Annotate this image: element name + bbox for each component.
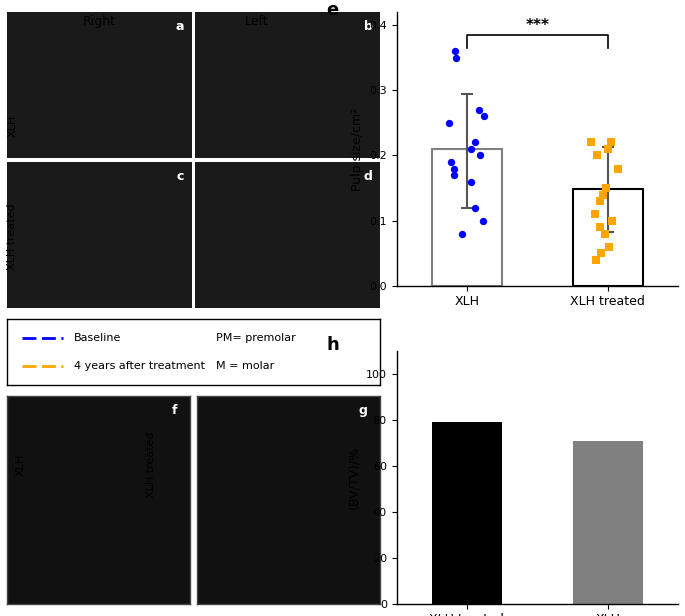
- Point: [603, 144, 614, 154]
- Point: [603, 241, 614, 251]
- Text: f: f: [171, 405, 177, 418]
- Bar: [432, 423, 502, 604]
- Text: 4 years after treatment: 4 years after treatment: [74, 362, 205, 371]
- Text: XLH treated: XLH treated: [8, 204, 17, 270]
- Bar: [573, 189, 643, 286]
- Text: Right: Right: [83, 15, 116, 28]
- Point: [450, 46, 461, 56]
- Point: [595, 248, 606, 258]
- Point: [595, 222, 606, 232]
- Point: [449, 164, 460, 174]
- Point: [475, 150, 486, 160]
- Point: [606, 137, 616, 147]
- Point: [473, 105, 484, 115]
- Point: [589, 209, 600, 219]
- Point: [457, 229, 468, 238]
- Text: h: h: [326, 336, 339, 354]
- Text: b: b: [364, 20, 373, 33]
- Point: [478, 216, 489, 225]
- Point: [591, 150, 602, 160]
- Point: [444, 118, 455, 128]
- Text: Left: Left: [245, 15, 269, 28]
- Bar: [573, 441, 643, 604]
- Bar: [432, 149, 502, 286]
- Text: PM= premolar: PM= premolar: [216, 333, 296, 342]
- Point: [595, 196, 606, 206]
- Point: [469, 137, 480, 147]
- Text: M = molar: M = molar: [216, 362, 274, 371]
- Point: [449, 170, 460, 180]
- Point: [606, 216, 617, 225]
- Text: c: c: [177, 169, 184, 182]
- Text: Baseline: Baseline: [74, 333, 121, 342]
- Y-axis label: (BV/TV)/%: (BV/TV)/%: [347, 446, 360, 509]
- Text: g: g: [358, 405, 367, 418]
- Point: [465, 177, 476, 187]
- Point: [601, 183, 612, 193]
- Point: [465, 144, 476, 154]
- Text: XLH: XLH: [16, 454, 25, 476]
- Point: [600, 229, 611, 238]
- Point: [470, 203, 481, 213]
- Point: [597, 190, 608, 200]
- Text: a: a: [176, 20, 184, 33]
- Point: [445, 157, 456, 167]
- Text: XLH treated: XLH treated: [146, 432, 155, 498]
- Point: [479, 111, 490, 121]
- Point: [590, 254, 601, 264]
- Point: [586, 137, 597, 147]
- Text: e: e: [326, 1, 338, 19]
- Point: [612, 164, 623, 174]
- Text: d: d: [364, 169, 373, 182]
- Text: XLH: XLH: [8, 115, 17, 137]
- Point: [451, 53, 462, 63]
- Y-axis label: Pulp size/cm²: Pulp size/cm²: [351, 107, 364, 190]
- Text: ***: ***: [525, 18, 549, 33]
